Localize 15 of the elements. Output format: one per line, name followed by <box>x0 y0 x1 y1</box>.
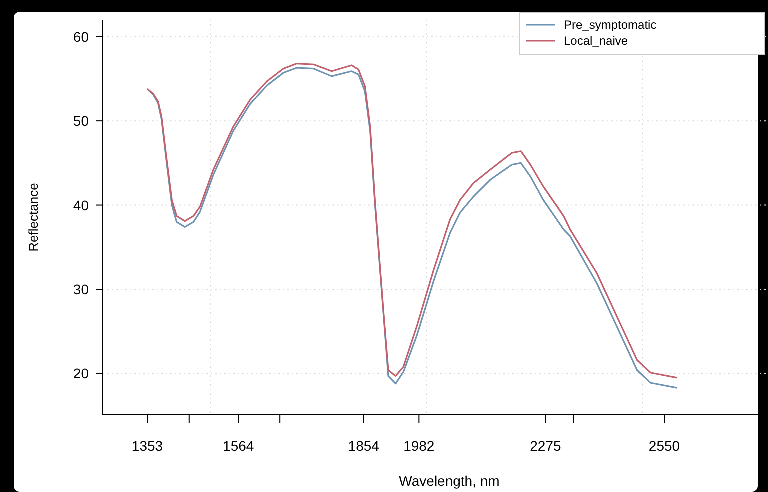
y-tick-label: 60 <box>73 28 90 45</box>
y-tick-label: 40 <box>73 197 90 214</box>
x-tick-label: 1564 <box>223 438 254 454</box>
x-tick-label: 1854 <box>348 438 380 454</box>
legend-label: Local_naive <box>564 34 628 48</box>
y-axis-title: Reflectance <box>26 183 41 252</box>
y-tick-label: 30 <box>73 282 90 298</box>
y-tick-label: 50 <box>73 113 90 130</box>
x-axis-title: Wavelength, nm <box>399 473 500 489</box>
x-tick-label: 2550 <box>648 438 680 454</box>
x-tick-label: 1982 <box>404 438 435 454</box>
y-tick-label: 20 <box>73 366 90 382</box>
x-tick-label: 2275 <box>530 438 562 454</box>
legend-label: Pre_symptomatic <box>564 18 657 32</box>
x-tick-label: 1353 <box>132 438 164 454</box>
